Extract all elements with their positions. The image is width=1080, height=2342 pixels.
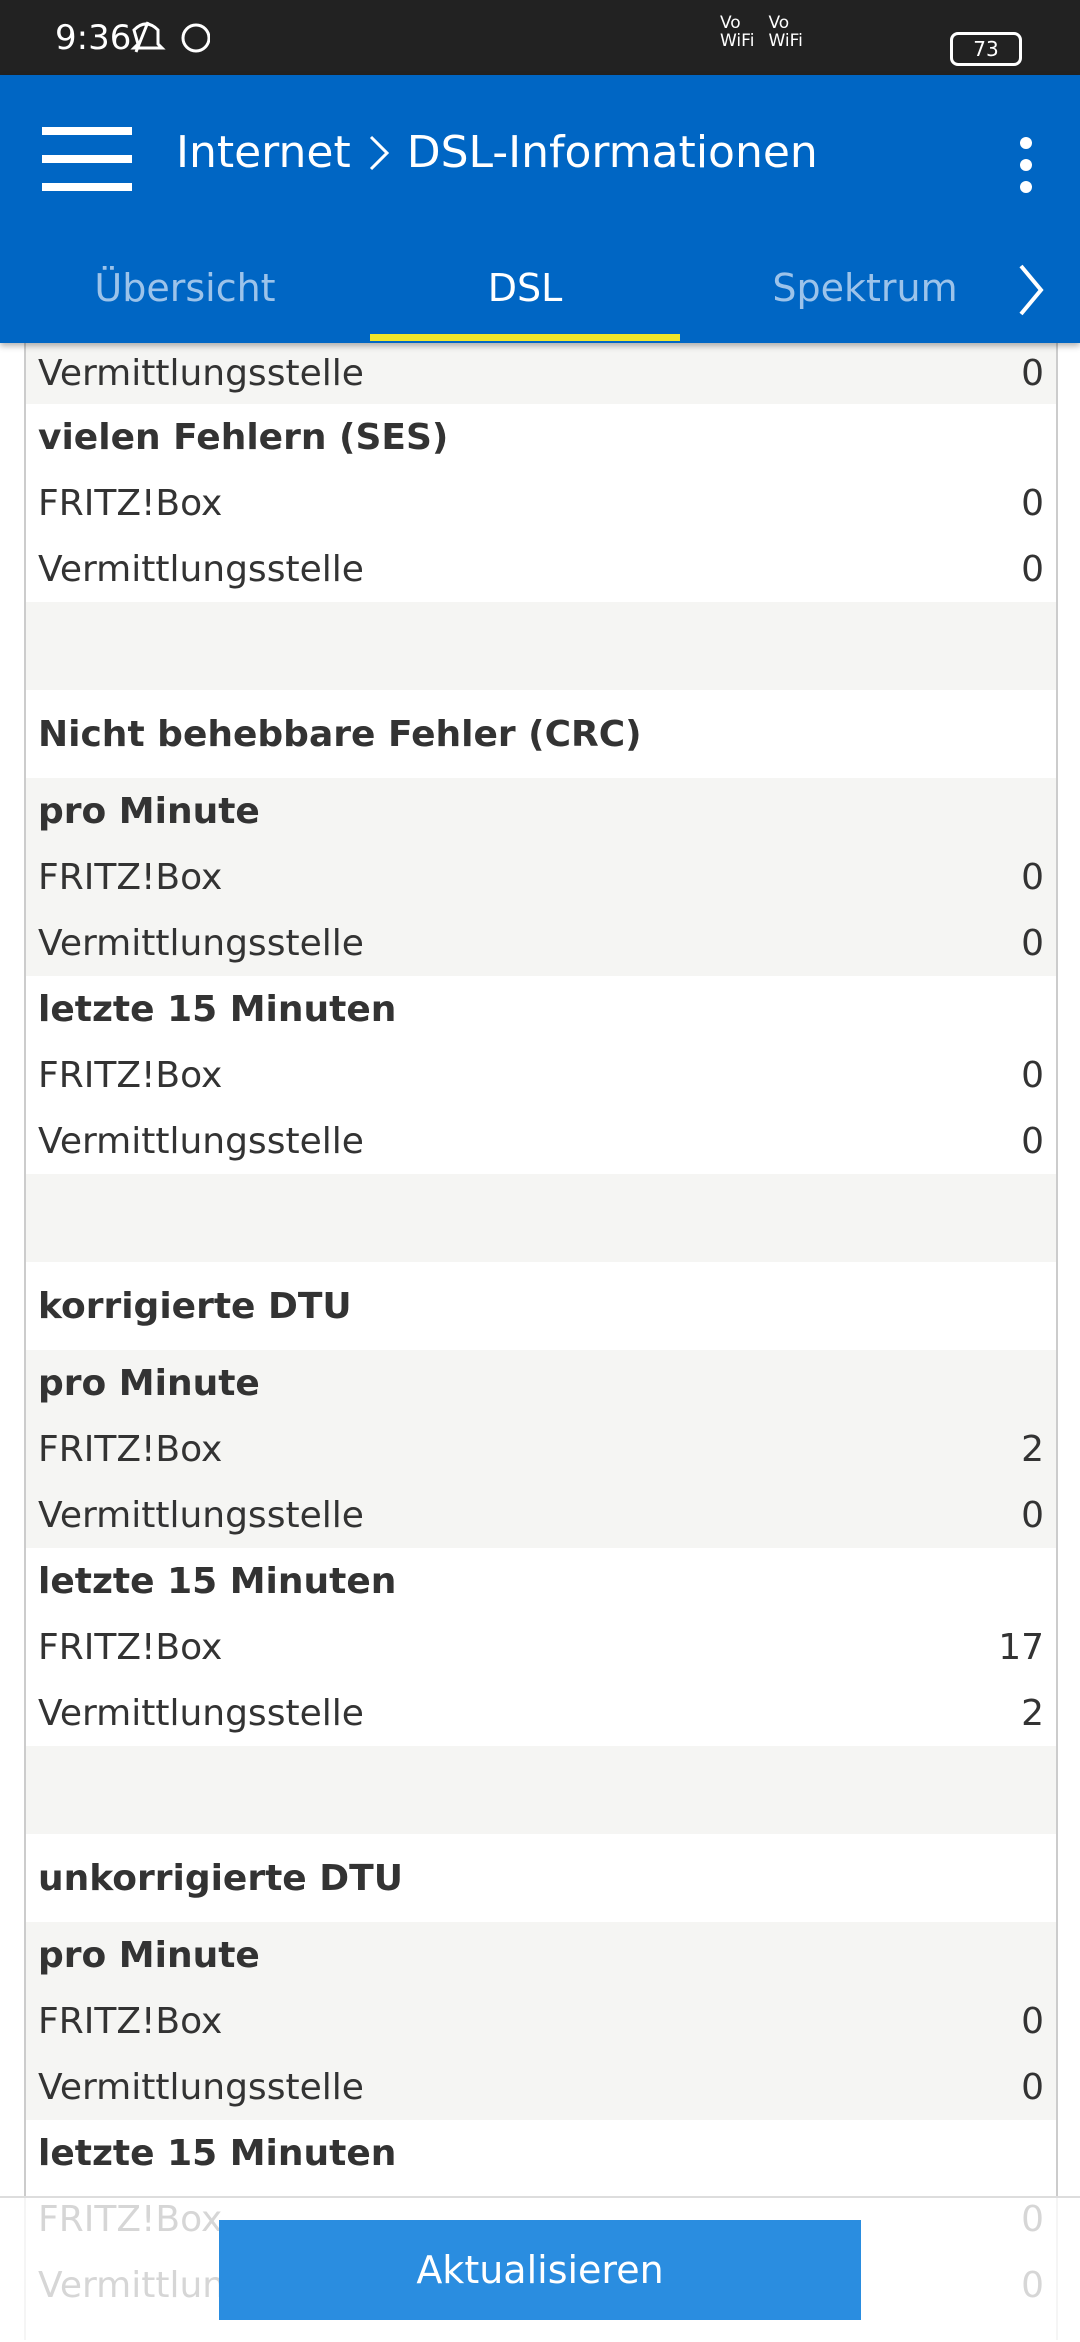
network: Vo WiFi [720, 14, 754, 50]
info-row: FRITZ!Box 0 [26, 1988, 1056, 2054]
row-value: 0 [1021, 548, 1044, 590]
spacer [26, 602, 1056, 690]
network-bottom: WiFi [768, 31, 803, 51]
battery: 73 [950, 32, 1022, 66]
info-row: FRITZ!Box 0 [26, 1042, 1056, 1108]
row-group: pro Minute FRITZ!Box 0 Vermittlungsstelle 0 [26, 778, 1056, 976]
info-row: Vermittlungsstelle 0 [26, 2054, 1056, 2120]
row-value: 17 [998, 1626, 1044, 1668]
row-label: Vermittlungsstelle [38, 2066, 364, 2108]
row-group: letzte 15 Minuten FRITZ!Box 17 Vermittlungs… [26, 1548, 1056, 1746]
row-label: FRITZ!Box [38, 1428, 223, 1470]
menu-button[interactable] [42, 125, 134, 195]
spacer [26, 1746, 1056, 1834]
tab[interactable]: DSL [370, 253, 680, 343]
content: Vermittlungsstelle 0 vielen Fehlern (SES) F… [24, 343, 1058, 2340]
row-group: vielen Fehlern (SES) FRITZ!Box 0 Vermittlun… [26, 404, 1056, 602]
row-value: 0 [1021, 482, 1044, 524]
row-value: 0 [1021, 353, 1044, 394]
chevron [369, 135, 389, 170]
status-bar: 9:36 Vo WiFi Vo WiFi 73 [0, 0, 1080, 75]
row-label: FRITZ!Box [38, 856, 223, 898]
network-icons: Vo WiFi Vo WiFi [720, 14, 803, 50]
row-label: Vermittlungsstelle [38, 1120, 364, 1162]
breadcrumb-item[interactable]: Internet [176, 127, 351, 178]
section-title: Nicht behebbare Fehler (CRC) [26, 690, 1056, 778]
row-value: 0 [1021, 856, 1044, 898]
group-title: vielen Fehlern (SES) [38, 416, 449, 458]
info-row: Vermittlungsstelle 0 [26, 343, 1056, 404]
row-value: 0 [1021, 1494, 1044, 1536]
time: 9:36 [55, 18, 132, 58]
info-row: FRITZ!Box 0 [26, 470, 1056, 536]
row-label: Vermittlungsstelle [38, 1692, 364, 1734]
row-group: Vermittlungsstelle 0 [26, 343, 1056, 404]
app-bar: Internet DSL-Informationen Übersicht DSL S… [0, 75, 1080, 343]
group-title: letzte 15 Minuten [38, 1560, 397, 1602]
row-value: 0 [1021, 922, 1044, 964]
row-value: 0 [1021, 1054, 1044, 1096]
tabs: Übersicht DSL Spektrum [0, 253, 1020, 343]
info-row: Vermittlungsstelle 0 [26, 536, 1056, 602]
refresh-button[interactable]: Aktualisieren [219, 2220, 861, 2320]
row-label: Vermittlungsstelle [38, 1494, 364, 1536]
row-label: Vermittlungsstelle [38, 353, 364, 394]
section-title: unkorrigierte DTU [26, 1834, 1056, 1922]
row-value: 0 [1021, 2066, 1044, 2108]
section-title: korrigierte DTU [26, 1262, 1056, 1350]
row-group: pro Minute FRITZ!Box 0 Vermittlungsstelle 0 [26, 1922, 1056, 2120]
info-row: Vermittlungsstelle 0 [26, 1108, 1056, 1174]
row-value: 2 [1021, 1428, 1044, 1470]
info-row: FRITZ!Box 2 [26, 1416, 1056, 1482]
tab-scroll[interactable] [1015, 260, 1045, 320]
tab[interactable]: Übersicht [94, 266, 276, 310]
network-top: Vo [768, 13, 790, 33]
network: Vo WiFi [768, 14, 802, 50]
network-bottom: WiFi [720, 31, 755, 51]
row-value: 0 [1021, 2000, 1044, 2042]
info-row: Vermittlungsstelle 0 [26, 1482, 1056, 1548]
row-value: 0 [1021, 1120, 1044, 1162]
info-row: FRITZ!Box 0 [26, 844, 1056, 910]
breadcrumb-item: DSL-Informationen [406, 127, 818, 178]
group-title: letzte 15 Minuten [38, 2132, 397, 2174]
group-title: pro Minute [38, 1362, 260, 1404]
group-title: pro Minute [38, 790, 260, 832]
breadcrumb: Internet DSL-Informationen [176, 127, 818, 178]
group-title: letzte 15 Minuten [38, 988, 397, 1030]
status-icons [130, 21, 210, 53]
row-label: FRITZ!Box [38, 482, 223, 524]
row-value: 2 [1021, 1692, 1044, 1734]
row-label: Vermittlungsstelle [38, 548, 364, 590]
network-top: Vo [720, 13, 741, 33]
row-label: FRITZ!Box [38, 1626, 223, 1668]
tab[interactable]: Spektrum [772, 266, 958, 310]
group-title: pro Minute [38, 1934, 260, 1976]
more-button[interactable] [1015, 135, 1037, 195]
row-group: pro Minute FRITZ!Box 2 Vermittlungsstelle 0 [26, 1350, 1056, 1548]
row-label: FRITZ!Box [38, 1054, 223, 1096]
row-label: Vermittlungsstelle [38, 922, 364, 964]
info-row: Vermittlungsstelle 2 [26, 1680, 1056, 1746]
info-row: FRITZ!Box 17 [26, 1614, 1056, 1680]
spacer [26, 1174, 1056, 1262]
row-label: FRITZ!Box [38, 2000, 223, 2042]
info-row: Vermittlungsstelle 0 [26, 910, 1056, 976]
